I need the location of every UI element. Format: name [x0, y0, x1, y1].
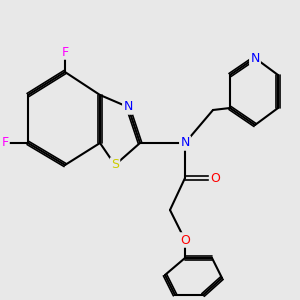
Text: N: N: [250, 52, 260, 64]
Text: F: F: [2, 136, 9, 149]
Text: N: N: [123, 100, 133, 113]
Text: N: N: [180, 136, 190, 149]
Text: S: S: [111, 158, 119, 172]
Text: O: O: [180, 233, 190, 247]
Text: F: F: [61, 46, 69, 59]
Text: O: O: [210, 172, 220, 184]
